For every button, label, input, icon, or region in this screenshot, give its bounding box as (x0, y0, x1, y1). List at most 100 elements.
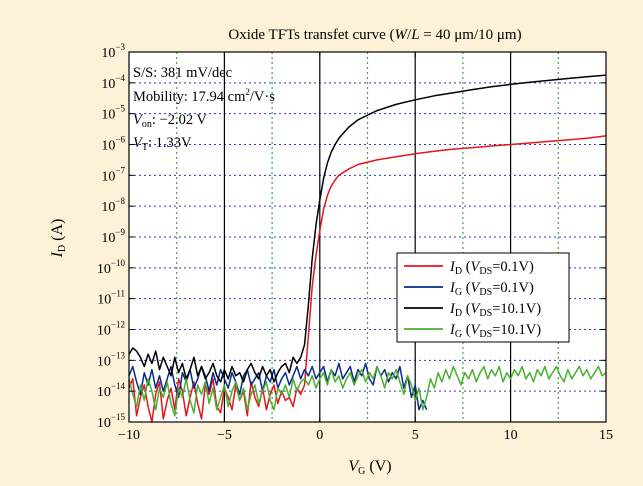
y-tick-label: 10−10 (97, 258, 126, 277)
y-tick-exponent: −10 (111, 258, 126, 268)
y-tick-label: 10−15 (97, 412, 126, 431)
y-axis-var: I (49, 251, 66, 258)
y-tick-label: 10−4 (101, 73, 125, 92)
y-tick-label: 10−5 (101, 104, 125, 123)
title-var-l: L (410, 27, 419, 43)
von-var: V (133, 112, 144, 128)
y-tick-exponent: −4 (115, 73, 125, 83)
mobility-suffix: /V·s (250, 89, 275, 105)
y-tick-exponent: −6 (115, 135, 125, 145)
y-tick-exponent: −7 (115, 165, 125, 175)
legend-open: ( (462, 301, 471, 317)
legend-vds-var: V (471, 301, 482, 317)
y-tick-label: 10−12 (97, 320, 125, 339)
y-tick-base: 10 (101, 169, 115, 184)
x-axis-unit: (V) (365, 458, 391, 475)
title-prefix: Oxide TFTs transfet curve ( (228, 27, 394, 43)
legend-cond: =10.1V) (492, 322, 541, 338)
y-tick-base: 10 (97, 262, 111, 277)
series-line-3 (128, 74, 607, 383)
y-tick-exponent: −9 (115, 227, 125, 237)
legend-label-1: ID (VDS=0.1V) (449, 259, 534, 277)
legend-var: I (449, 280, 456, 296)
legend-sub: D (455, 308, 462, 319)
legend-cond: =10.1V) (492, 301, 541, 317)
vt-var: V (133, 135, 144, 151)
legend-vds-sub: DS (479, 287, 492, 298)
axes (128, 51, 607, 423)
legend-vds-var: V (471, 322, 482, 338)
title-suffix: = 40 μm/10 μm) (420, 27, 522, 43)
y-tick-exponent: −8 (115, 196, 125, 206)
legend-sub: G (455, 287, 462, 298)
legend-cond: =0.1V) (492, 259, 534, 275)
series-layer (128, 74, 607, 423)
legend-label-4: IG (VDS=10.1V) (449, 322, 541, 340)
y-tick-base: 10 (97, 385, 111, 400)
y-tick-base: 10 (101, 200, 115, 215)
y-tick-base: 10 (101, 139, 115, 154)
y-axis-title: ID (A) (49, 219, 68, 259)
y-tick-base: 10 (97, 293, 111, 308)
y-tick-exponent: −12 (111, 320, 125, 330)
annotation-von: Von: −2.02 V (133, 112, 207, 130)
legend: ID (VDS=0.1V)IG (VDS=0.1V)ID (VDS=10.1V)… (396, 252, 570, 343)
legend-sub: D (455, 266, 462, 277)
tick-labels: −10 −5 0 5 10 1510−310−410−510−610−710−810−91… (97, 42, 613, 443)
y-tick-base: 10 (101, 77, 115, 92)
y-tick-base: 10 (101, 231, 115, 246)
von-value: : −2.02 V (152, 112, 208, 128)
legend-sub: G (455, 329, 462, 340)
legend-label-3: ID (VDS=10.1V) (449, 301, 541, 319)
vt-value: : 1.33V (148, 135, 192, 151)
title-slash: / (407, 27, 412, 43)
legend-vds-sub: DS (479, 308, 492, 319)
y-tick-base: 10 (97, 324, 111, 339)
mobility-sup: 2 (245, 87, 250, 97)
legend-label-2: IG (VDS=0.1V) (449, 280, 534, 298)
legend-open: ( (462, 259, 471, 275)
annotations: S/S: 381 mV/dec Mobility: 17.94 cm2/V·s … (133, 65, 275, 153)
legend-vds-var: V (471, 280, 482, 296)
x-axis-var: V (348, 458, 360, 475)
y-tick-label: 10−8 (101, 196, 125, 215)
y-tick-exponent: −15 (111, 412, 126, 422)
x-tick-label: −5 (217, 428, 232, 443)
y-axis-unit: (A) (49, 219, 66, 245)
x-tick-label: 15 (599, 428, 613, 443)
legend-cond: =0.1V) (492, 280, 534, 296)
x-tick-label: 0 (316, 428, 323, 443)
annotation-mobility: Mobility: 17.94 cm2/V·s (133, 87, 275, 105)
chart-title: Oxide TFTs transfet curve (W/L = 40 μm/1… (228, 27, 521, 43)
x-tick-label: 10 (504, 428, 518, 443)
title-var-w: W (395, 27, 409, 43)
legend-var: I (449, 301, 456, 317)
y-tick-label: 10−3 (101, 42, 125, 61)
y-tick-label: 10−13 (97, 350, 126, 369)
legend-open: ( (462, 280, 471, 296)
y-tick-exponent: −3 (115, 42, 125, 52)
y-tick-label: 10−14 (97, 381, 126, 400)
legend-open: ( (462, 322, 471, 338)
y-tick-exponent: −5 (115, 104, 125, 114)
y-tick-base: 10 (101, 46, 115, 61)
x-tick-label: 5 (412, 428, 419, 443)
legend-vds-sub: DS (479, 266, 492, 277)
y-tick-base: 10 (97, 416, 111, 431)
y-tick-exponent: −11 (111, 289, 125, 299)
legend-box (396, 252, 570, 343)
y-tick-exponent: −14 (111, 381, 126, 391)
x-tick-label: −10 (118, 428, 140, 443)
legend-vds-sub: DS (479, 329, 492, 340)
legend-vds-var: V (471, 259, 482, 275)
y-tick-base: 10 (101, 108, 115, 123)
y-tick-label: 10−6 (101, 135, 125, 154)
x-axis-sub: G (358, 466, 365, 477)
von-sub: on (142, 119, 152, 130)
y-axis-sub: D (57, 245, 68, 252)
y-tick-exponent: −13 (111, 350, 126, 360)
x-axis-title: VG (V) (348, 458, 391, 477)
annotation-vt: VT: 1.33V (133, 135, 192, 153)
grid (129, 52, 606, 422)
vt-sub: T (142, 142, 148, 153)
